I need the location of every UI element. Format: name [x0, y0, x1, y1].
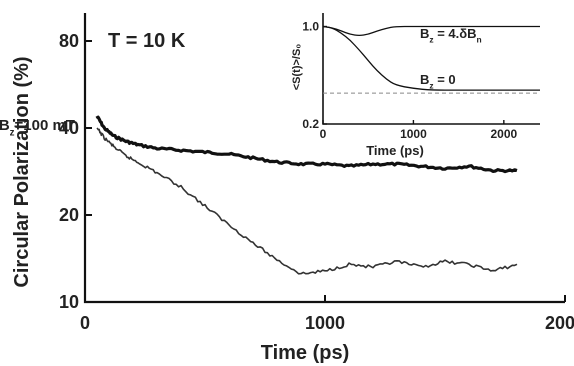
series-label-main: B — [420, 72, 429, 87]
main-y-axis-label: Circular Polarization (%) — [11, 56, 33, 287]
main-series-lines — [95, 115, 518, 275]
series-label-sub2: n — [477, 35, 482, 45]
main-y-tick-label: 40 — [59, 118, 79, 138]
inset-x-axis-label: Time (ps) — [366, 143, 424, 158]
main-series-line-0 — [95, 115, 518, 174]
main-y-tick-label: 10 — [59, 292, 79, 312]
inset-x-tick-label: 0 — [320, 127, 327, 141]
inset-x-tick-label: 2000 — [490, 127, 517, 141]
main-series-labels: Bz=100 mTBz=0 — [0, 117, 75, 138]
inset-axes-frame — [322, 13, 540, 125]
main-series-label-100mT: Bz=100 mT — [0, 117, 75, 138]
main-x-tick-label: 2000 — [545, 313, 574, 333]
series-label-sub: z — [10, 127, 15, 138]
inset-series-line-1 — [322, 25, 540, 91]
inset-series-lines — [322, 25, 540, 94]
series-label-sub: z — [429, 35, 433, 45]
series-label-main: B — [420, 26, 429, 41]
main-x-ticks: 0 1000 2000 — [80, 295, 574, 333]
series-label-rest: =100 mT — [15, 117, 75, 134]
series-label-rest: = 0 — [434, 72, 456, 87]
series-label-sub: z — [429, 81, 433, 91]
main-y-ticks: 10 20 40 80 — [59, 31, 92, 312]
temperature-annotation: T = 10 K — [108, 30, 186, 52]
inset-x-tick-label: 1000 — [400, 127, 427, 141]
main-x-tick-label: 0 — [80, 313, 90, 333]
series-label-rest: = 4.δB — [434, 26, 477, 41]
main-axes-frame — [83, 13, 565, 304]
main-y-tick-label: 80 — [59, 31, 79, 51]
main-series-line-1 — [96, 127, 518, 275]
inset-series-label-0: Bz = 0 — [420, 72, 456, 91]
inset-y-axis-label: <S(t)>/S₀ — [291, 44, 303, 91]
series-label-main: B — [0, 117, 10, 134]
inset-y-tick-label: 0.2 — [302, 117, 319, 131]
main-x-axis-label: Time (ps) — [261, 342, 350, 364]
inset-y-tick-label: 1.0 — [302, 20, 319, 34]
main-x-tick-label: 1000 — [305, 313, 345, 333]
inset-series-line-0 — [322, 25, 540, 36]
inset-chart: 0 1000 2000 0.2 1.0 Time (ps) <S(t)>/S₀ Bz =… — [291, 13, 540, 158]
inset-ticks: 0 1000 2000 0.2 1.0 — [302, 20, 517, 141]
main-y-tick-label: 20 — [59, 205, 79, 225]
inset-series-label-4dBn: Bz = 4.δBn — [420, 26, 482, 45]
